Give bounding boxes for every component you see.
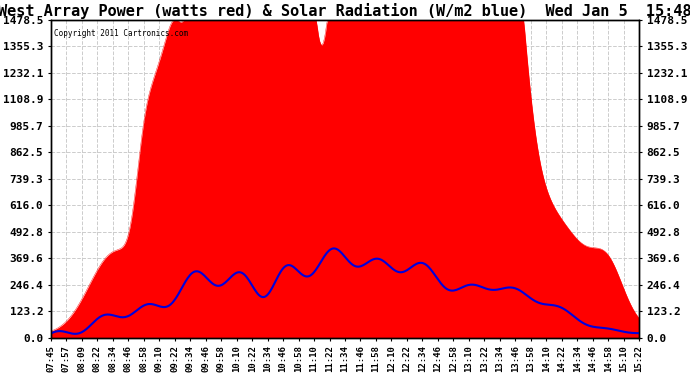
Text: Copyright 2011 Cartronics.com: Copyright 2011 Cartronics.com: [54, 30, 188, 39]
Title: West Array Power (watts red) & Solar Radiation (W/m2 blue)  Wed Jan 5  15:48: West Array Power (watts red) & Solar Rad…: [0, 3, 690, 19]
